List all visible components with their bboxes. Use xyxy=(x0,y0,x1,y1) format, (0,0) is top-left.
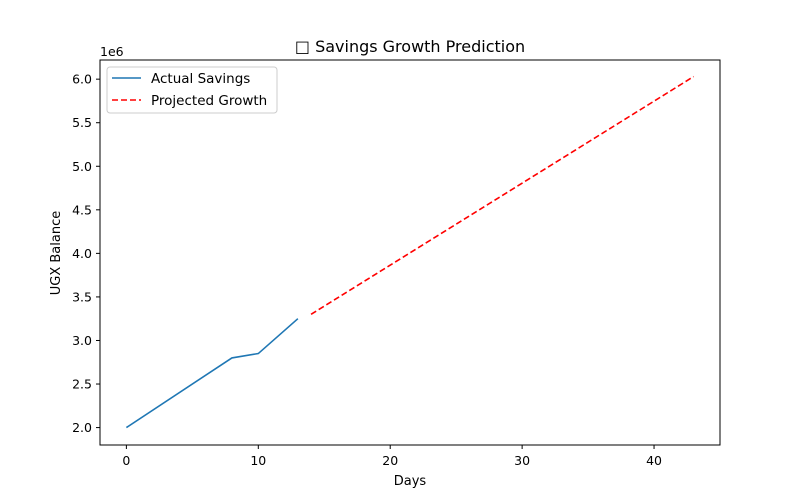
x-tick-label: 10 xyxy=(250,453,266,468)
series-line-projected-growth xyxy=(310,75,695,316)
x-axis: 0 10 20 30 40 xyxy=(122,445,662,468)
chart-title: □ Savings Growth Prediction xyxy=(295,37,525,56)
legend: Actual Savings Projected Growth xyxy=(106,66,278,114)
y-tick-label: 2.5 xyxy=(72,377,92,392)
x-axis-label: Days xyxy=(394,474,427,489)
y-tick-label: 3.5 xyxy=(72,289,92,304)
y-tick-label: 3.0 xyxy=(72,333,92,348)
y-tick-label: 4.0 xyxy=(72,246,92,261)
legend-box xyxy=(106,66,278,114)
legend-label: Actual Savings xyxy=(151,71,250,87)
x-tick-label: 20 xyxy=(382,453,398,468)
x-tick-label: 0 xyxy=(122,453,130,468)
plot-frame xyxy=(99,59,721,446)
y-tick-label: 5.5 xyxy=(72,115,92,130)
y-tick-label: 2.0 xyxy=(72,420,92,435)
y-tick-label: 5.0 xyxy=(72,159,92,174)
y-axis: 2.0 2.5 3.0 3.5 4.0 4.5 5.0 5.5 6.0 xyxy=(72,72,100,435)
y-tick-label: 4.5 xyxy=(72,202,92,217)
legend-label: Projected Growth xyxy=(151,93,267,109)
x-tick-label: 30 xyxy=(514,453,530,468)
series-line-actual-savings xyxy=(125,318,299,429)
x-tick-label: 40 xyxy=(646,453,662,468)
y-axis-label: UGX Balance xyxy=(49,211,64,295)
y-tick-label: 6.0 xyxy=(72,72,92,87)
y-axis-offset-label: 1e6 xyxy=(100,44,124,59)
plot-area xyxy=(125,75,695,429)
